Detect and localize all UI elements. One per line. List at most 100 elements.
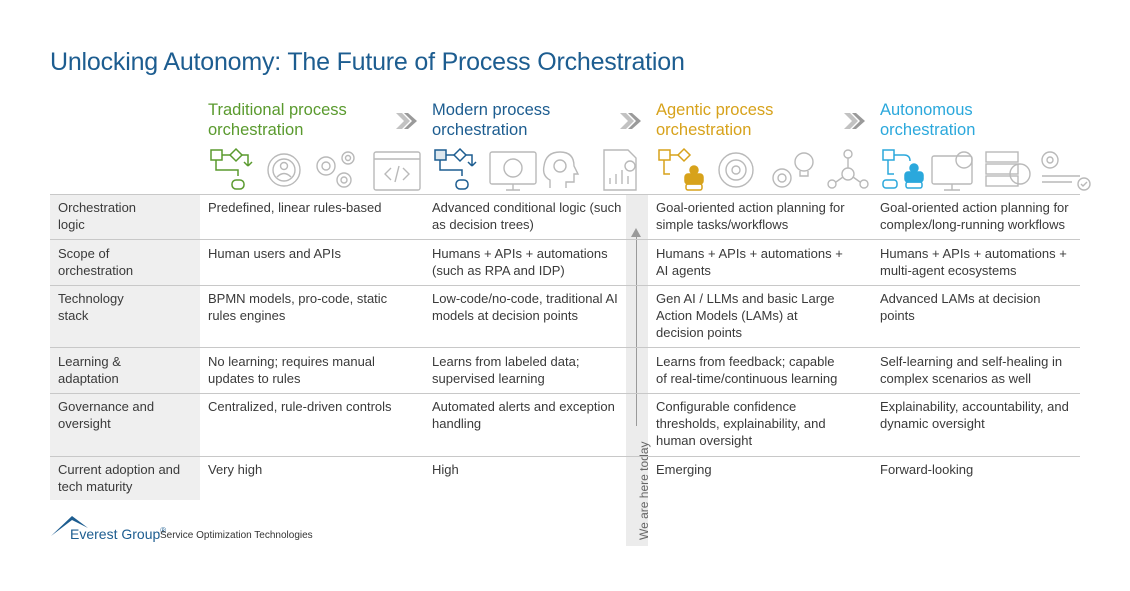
row-divider [50, 285, 1080, 286]
cell: Learns from labeled data; supervised lear… [432, 353, 579, 387]
column-header-line: orchestration [432, 121, 528, 139]
row-label-line: Technology [58, 291, 124, 306]
cell: Learns from feedback; capable of real-tim… [656, 353, 837, 387]
everest-logo-icon [51, 516, 88, 536]
column-header-traditional: Traditional process orchestration [208, 100, 418, 140]
modern-icons [432, 146, 647, 194]
workflow-robot-icon [658, 147, 704, 191]
traditional-icons [208, 146, 423, 194]
monitor-gear-icon [931, 151, 973, 191]
cell-line: (such as RPA and IDP) [432, 263, 565, 278]
cell: Goal-oriented action planning for complex… [880, 199, 1069, 233]
row-label-line: logic [58, 217, 85, 232]
cell-line: complex/long-running workflows [880, 217, 1065, 232]
row-label-line: adaptation [58, 371, 119, 386]
registered-mark: ® [160, 526, 167, 535]
workflow-robot-icon [882, 149, 924, 189]
cell: Configurable confidence thresholds, expla… [656, 398, 826, 449]
row-label-line: stack [58, 308, 89, 323]
cell-line: Humans + APIs + automations + [880, 246, 1067, 261]
row-divider [50, 239, 1080, 240]
cell-line: multi-agent ecosystems [880, 263, 1017, 278]
row-label-scope: Scope of orchestration [58, 245, 193, 279]
column-header-line: orchestration [208, 121, 304, 139]
cell: Gen AI / LLMs and basic Large Action Mode… [656, 290, 835, 341]
cell: Very high [208, 461, 262, 478]
row-label-line: Scope of [58, 246, 110, 261]
agentic-icons [656, 146, 871, 194]
cell-line: Explainability, accountability, and [880, 399, 1069, 414]
cell-line: of real-time/continuous learning [656, 371, 838, 386]
cell: Automated alerts and exception handling [432, 398, 615, 432]
gear-person-icon [267, 153, 301, 187]
cell: Explainability, accountability, and dynam… [880, 398, 1069, 432]
chevron-right-icon [844, 113, 865, 129]
cell-line: as decision trees) [432, 217, 534, 232]
cell-line: Action Models (LAMs) at [656, 308, 798, 323]
cell-line: Humans + APIs + automations [432, 246, 608, 261]
cell-line: Self-learning and self-healing in [880, 354, 1063, 369]
cell-line: Very high [208, 462, 263, 477]
today-marker-line [636, 236, 637, 426]
column-header-line: orchestration [656, 121, 752, 139]
head-gear-icon [542, 151, 580, 188]
row-label-governance: Governance and oversight [58, 398, 193, 432]
cell-line: decision points [656, 325, 742, 340]
cell-line: AI agents [656, 263, 711, 278]
cell: Humans + APIs + automations (such as RPA … [432, 245, 608, 279]
row-label-line: Governance and [58, 399, 155, 414]
cell-line: Advanced conditional logic (such [432, 200, 622, 215]
server-gear-icon [985, 151, 1031, 187]
gears-icon [316, 151, 355, 188]
cell: High [432, 461, 459, 478]
cell-line: Configurable confidence [656, 399, 797, 414]
cell-line: rules engines [208, 308, 286, 323]
row-divider [50, 456, 1080, 457]
workflow-icon [210, 147, 253, 190]
row-label-line: Current adoption and [58, 462, 181, 477]
cell: Low-code/no-code, traditional AI models a… [432, 290, 618, 324]
cell: Advanced LAMs at decision points [880, 290, 1040, 324]
cell-line: Automated alerts and exception [432, 399, 615, 414]
today-arrow-icon [631, 228, 641, 237]
cell-line: human oversight [656, 433, 753, 448]
row-label-line: tech maturity [58, 479, 133, 494]
cell-line: Low-code/no-code, traditional AI [432, 291, 618, 306]
gear-tools-icon [1041, 151, 1091, 191]
row-label-line: orchestration [58, 263, 134, 278]
row-divider [50, 347, 1080, 348]
cell-line: thresholds, explainability, and [656, 416, 826, 431]
column-header-line: Modern process [432, 101, 551, 119]
row-divider [50, 393, 1080, 394]
column-header-autonomous: Autonomous orchestration [880, 100, 1090, 140]
row-divider [50, 194, 1080, 195]
cell: Advanced conditional logic (such as decis… [432, 199, 621, 233]
brand-text: Everest Group [70, 526, 161, 542]
cell: Humans + APIs + automations + multi-agent… [880, 245, 1067, 279]
cell-line: supervised learning [432, 371, 545, 386]
column-header-agentic: Agentic process orchestration [656, 100, 866, 140]
cell-line: Predefined, linear rules-based [208, 200, 382, 215]
autonomous-icons [880, 146, 1095, 194]
cell-line: No learning; requires manual [208, 354, 375, 369]
report-chart-icon [603, 149, 637, 191]
cell-line: complex scenarios as well [880, 371, 1032, 386]
cell-line: Advanced LAMs at decision [880, 291, 1041, 306]
column-header-line: Agentic process [656, 101, 774, 119]
cell-line: Forward-looking [880, 462, 974, 477]
row-label-orchestration-logic: Orchestration logic [58, 199, 193, 233]
cell-line: Humans + APIs + automations + [656, 246, 843, 261]
cell: Self-learning and self-healing in complex… [880, 353, 1062, 387]
cell: Human users and APIs [208, 245, 341, 262]
page-title: Unlocking Autonomy: The Future of Proces… [50, 48, 685, 76]
network-people-icon [827, 149, 869, 189]
cell-line: points [880, 308, 915, 323]
cell-line: High [432, 462, 459, 477]
cell-line: Goal-oriented action planning for [880, 200, 1069, 215]
column-header-line: orchestration [880, 121, 976, 139]
brand-name: Everest Group® [70, 526, 166, 542]
cell: Forward-looking [880, 461, 973, 478]
cell-line: Gen AI / LLMs and basic Large [656, 291, 835, 306]
cell-line: simple tasks/workflows [656, 217, 789, 232]
cell-line: handling [432, 416, 482, 431]
